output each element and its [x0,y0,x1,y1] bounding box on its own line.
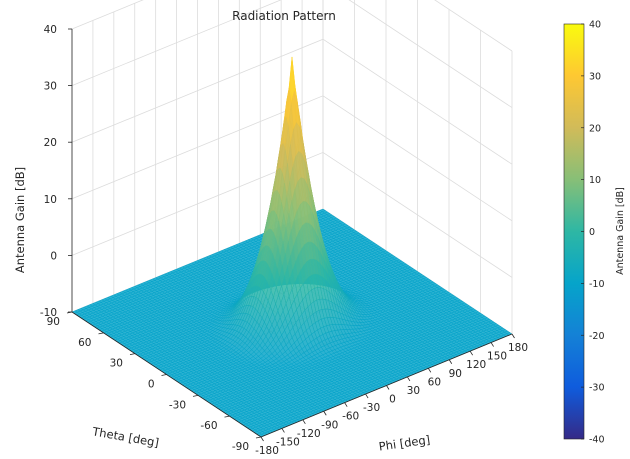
grid-line [71,0,513,108]
grid-line [71,0,513,52]
gain-surface [71,56,513,438]
grid-line [71,38,513,165]
grid-line [71,151,513,278]
grid-line [71,95,513,222]
